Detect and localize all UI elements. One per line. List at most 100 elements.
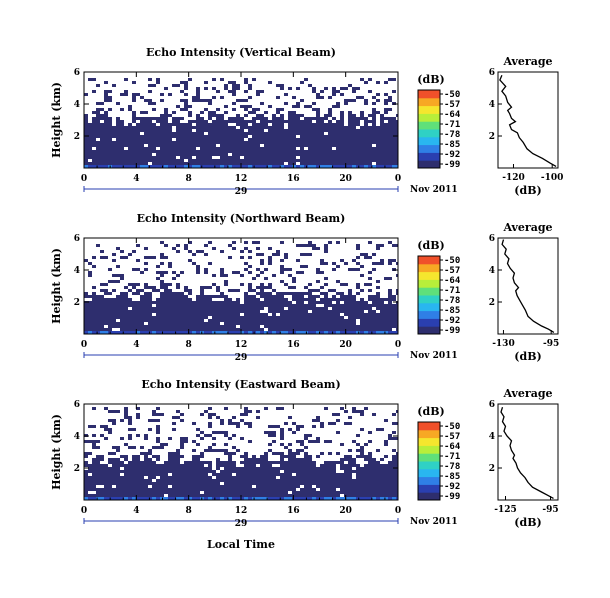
heatmap-cell: [196, 135, 200, 138]
heatmap-cell: [108, 99, 112, 102]
heatmap-cell: [292, 497, 296, 500]
heatmap-cell: [92, 120, 96, 123]
heatmap-cell: [348, 147, 352, 150]
heatmap-cell: [160, 241, 164, 244]
heatmap-cell: [176, 301, 180, 304]
heatmap-cell: [348, 144, 352, 147]
heatmap-cell: [180, 473, 184, 476]
heatmap-cell: [148, 482, 152, 485]
heatmap-cell: [104, 425, 108, 428]
heatmap-cell: [356, 87, 360, 90]
panel-1: Echo Intensity (Northward Beam)0 4 8 12 16 20…: [50, 212, 559, 363]
heatmap-cell: [104, 437, 108, 440]
heatmap-cell: [156, 485, 160, 488]
heatmap-cell: [108, 419, 112, 422]
heatmap-cell: [284, 256, 288, 259]
heatmap-cell: [144, 247, 148, 250]
heatmap-cell: [376, 244, 380, 247]
heatmap-cell: [336, 485, 340, 488]
heatmap-cell: [236, 138, 240, 141]
heatmap-cell: [180, 108, 184, 111]
heatmap-cell: [148, 165, 152, 168]
y-tick-label: 4: [74, 266, 80, 276]
heatmap-cell: [352, 153, 356, 156]
heatmap-cell: [196, 132, 200, 135]
heatmap-cell: [256, 316, 260, 319]
x-tick-label: 16: [287, 506, 300, 516]
heatmap-cell: [212, 470, 216, 473]
heatmap-cell: [140, 485, 144, 488]
heatmap-cell: [172, 416, 176, 419]
heatmap-cell: [300, 310, 304, 313]
heatmap-cell: [200, 286, 204, 289]
heatmap-cell: [240, 117, 244, 120]
heatmap-cell: [272, 138, 276, 141]
heatmap-cell: [272, 165, 276, 168]
heatmap-cell: [320, 141, 324, 144]
heatmap-cell: [292, 162, 296, 165]
heatmap-cell: [388, 482, 392, 485]
heatmap-cell: [256, 93, 260, 96]
heatmap-cell: [108, 159, 112, 162]
heatmap-cell: [304, 328, 308, 331]
heatmap-cell: [300, 322, 304, 325]
heatmap-cell: [200, 141, 204, 144]
heatmap-cell: [256, 150, 260, 153]
heatmap-cell: [268, 301, 272, 304]
heatmap-cell: [392, 485, 396, 488]
heatmap-cell: [92, 162, 96, 165]
heatmap-cell: [324, 277, 328, 280]
heatmap-cell: [336, 494, 340, 497]
heatmap-cell: [300, 120, 304, 123]
heatmap-cell: [272, 452, 276, 455]
heatmap-cell: [372, 268, 376, 271]
heatmap-cell: [396, 292, 398, 295]
heatmap-cell: [208, 446, 212, 449]
heatmap-cell: [224, 452, 228, 455]
heatmap-cell: [176, 467, 180, 470]
heatmap-cell: [376, 156, 380, 159]
heatmap-cell: [380, 126, 384, 129]
heatmap-cell: [232, 328, 236, 331]
heatmap-cell: [364, 156, 368, 159]
heatmap-cell: [312, 159, 316, 162]
heatmap-cell: [124, 298, 128, 301]
heatmap-cell: [112, 322, 116, 325]
heatmap-cell: [208, 298, 212, 301]
heatmap-cell: [288, 301, 292, 304]
heatmap-cell: [348, 129, 352, 132]
heatmap-cell: [108, 482, 112, 485]
heatmap-cell: [272, 150, 276, 153]
heatmap-cell: [184, 473, 188, 476]
heatmap-cell: [196, 482, 200, 485]
heatmap-cell: [212, 150, 216, 153]
colorbar-tick-label: -64: [444, 276, 461, 286]
heatmap-cell: [108, 150, 112, 153]
heatmap-cell: [92, 328, 96, 331]
heatmap-cell: [212, 479, 216, 482]
heatmap-cell: [252, 159, 256, 162]
heatmap-cell: [296, 292, 300, 295]
heatmap-cell: [200, 120, 204, 123]
heatmap-cell: [368, 331, 372, 334]
heatmap-cell: [348, 476, 352, 479]
heatmap-cell: [236, 159, 240, 162]
heatmap-cell: [196, 479, 200, 482]
heatmap-cell: [324, 114, 328, 117]
heatmap-cell: [144, 319, 148, 322]
heatmap-cell: [132, 304, 136, 307]
heatmap-cell: [204, 141, 208, 144]
heatmap-cell: [336, 123, 340, 126]
heatmap-cell: [376, 286, 380, 289]
heatmap-cell: [308, 494, 312, 497]
heatmap-cell: [376, 292, 380, 295]
colorbar-tick-label: -99: [444, 492, 460, 502]
heatmap-cell: [316, 476, 320, 479]
colorbar-swatch: [418, 302, 440, 312]
heatmap-cell: [220, 485, 224, 488]
colorbar-swatch: [418, 468, 440, 478]
heatmap-cell: [356, 434, 360, 437]
heatmap-cell: [152, 150, 156, 153]
heatmap-cell: [252, 328, 256, 331]
heatmap-cell: [96, 440, 100, 443]
